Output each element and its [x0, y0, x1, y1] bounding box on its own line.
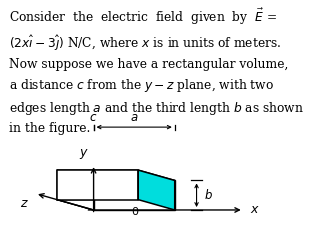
Text: $b$: $b$ — [204, 188, 213, 202]
Polygon shape — [57, 170, 175, 180]
Polygon shape — [138, 170, 175, 210]
Text: $0$: $0$ — [131, 205, 139, 217]
Polygon shape — [57, 200, 175, 210]
Polygon shape — [57, 170, 94, 210]
Text: $c$: $c$ — [90, 111, 98, 124]
Text: $z$: $z$ — [20, 197, 29, 210]
Text: Consider  the  electric  field  given  by  $\vec{E}$ =
$(2x\hat{\imath}-3\hat{\j: Consider the electric field given by $\v… — [9, 7, 304, 135]
Text: $y$: $y$ — [79, 147, 89, 161]
Text: $x$: $x$ — [250, 203, 260, 217]
Polygon shape — [57, 170, 138, 200]
Polygon shape — [94, 180, 175, 210]
Text: $a$: $a$ — [130, 111, 138, 124]
